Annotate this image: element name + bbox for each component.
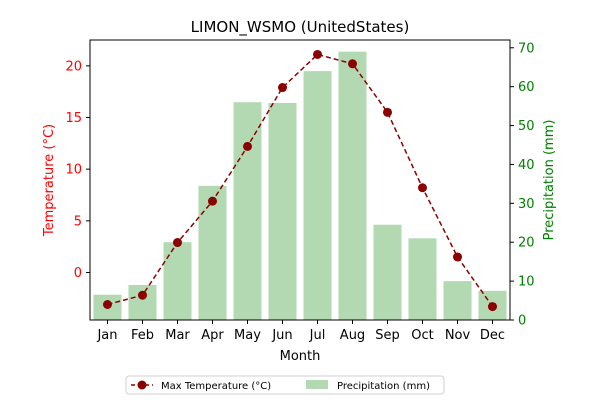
temperature-line-path xyxy=(107,53,494,308)
axes: Jan Feb Mar Apr May Jun Jul Aug Sep Oct Nov Dec 0 5 10… xyxy=(65,39,535,343)
temp-point-apr xyxy=(208,196,217,206)
left-tick-label-15: 15 xyxy=(65,111,82,126)
temp-point-jul xyxy=(313,49,322,59)
left-tick-label-5: 5 xyxy=(74,214,82,229)
x-tick-label-jun: Jun xyxy=(271,328,292,343)
x-tick-label-oct: Oct xyxy=(411,328,433,343)
temp-point-oct xyxy=(418,183,427,193)
legend-bar-swatch xyxy=(306,380,328,389)
precip-bar-sep xyxy=(373,224,402,320)
right-tick-label-70: 70 xyxy=(518,41,535,56)
right-tick-label-0: 0 xyxy=(518,314,526,329)
temp-point-nov xyxy=(453,252,462,262)
left-tick-label-20: 20 xyxy=(65,59,82,74)
precipitation-bars xyxy=(93,51,507,321)
plot-frame xyxy=(89,39,511,321)
x-tick-label-dec: Dec xyxy=(480,328,505,343)
legend: Max Temperature (°C) Precipitation (mm) xyxy=(125,375,445,395)
temp-point-may xyxy=(243,141,252,151)
x-tick-label-aug: Aug xyxy=(340,328,365,343)
precip-bar-apr xyxy=(198,185,227,320)
temp-point-dec xyxy=(488,302,497,312)
x-tick-label-feb: Feb xyxy=(131,328,154,343)
temp-point-feb xyxy=(138,290,147,300)
right-tick-label-50: 50 xyxy=(518,119,535,134)
x-tick-label-nov: Nov xyxy=(445,328,471,343)
temp-point-jun xyxy=(278,83,287,93)
legend-label-precipitation: Precipitation (mm) xyxy=(337,381,430,392)
right-axis-title: Precipitation (mm) xyxy=(542,120,557,241)
x-tick-label-jan: Jan xyxy=(96,328,117,343)
x-tick-label-mar: Mar xyxy=(165,328,190,343)
temp-point-jan xyxy=(103,300,112,309)
temp-point-aug xyxy=(348,59,357,69)
x-axis-title: Month xyxy=(280,349,321,364)
right-tick-label-10: 10 xyxy=(518,275,535,290)
x-tick-label-may: May xyxy=(234,328,261,343)
x-tick-label-sep: Sep xyxy=(375,328,400,343)
left-axis-title: Temperature (°C) xyxy=(42,124,57,237)
temp-point-mar xyxy=(173,238,182,248)
legend-dot-swatch xyxy=(137,380,147,390)
right-tick-label-40: 40 xyxy=(518,158,535,173)
chart-title: LIMON_WSMO (UnitedStates) xyxy=(191,18,410,37)
precip-bar-jul xyxy=(303,71,332,320)
left-tick-label-0: 0 xyxy=(74,266,82,281)
temp-point-sep xyxy=(383,107,392,117)
precip-bar-oct xyxy=(408,238,437,320)
precip-bar-jun xyxy=(268,103,297,320)
right-tick-label-60: 60 xyxy=(518,80,535,95)
x-tick-label-apr: Apr xyxy=(201,328,224,343)
legend-frame xyxy=(125,375,445,395)
precip-bar-mar xyxy=(163,242,192,320)
left-tick-label-10: 10 xyxy=(65,163,82,178)
right-tick-label-20: 20 xyxy=(518,236,535,251)
legend-label-temperature: Max Temperature (°C) xyxy=(161,381,271,392)
precip-bar-feb xyxy=(128,285,157,320)
precip-bar-nov xyxy=(443,281,472,320)
temperature-line xyxy=(103,49,497,312)
right-tick-label-30: 30 xyxy=(518,197,535,212)
precip-bar-may xyxy=(233,102,262,320)
precip-bar-aug xyxy=(338,51,367,321)
x-tick-label-jul: Jul xyxy=(309,328,326,343)
